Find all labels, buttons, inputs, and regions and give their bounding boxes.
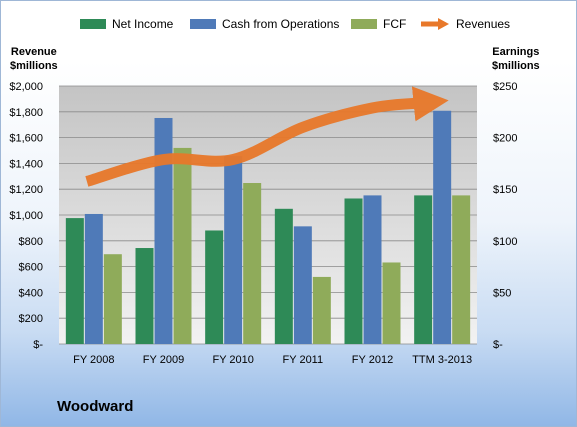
legend-swatch-cash-from-operations — [190, 19, 216, 29]
right-axis-ticks: $- $50 $100 $150 $200 $250 — [493, 81, 517, 351]
x-tick-label: TTM 3-2013 — [412, 354, 472, 366]
right-axis-title-line2: $millions — [492, 60, 540, 72]
bars — [65, 110, 471, 344]
left-axis-title: Revenue $millions — [10, 45, 58, 73]
x-tick-label: FY 2009 — [143, 354, 184, 366]
bar-fcf — [173, 147, 192, 344]
left-axis-ticks: $- $200 $400 $600 $800 $1,000 $1,200 $1,400 $1,6… — [9, 81, 43, 351]
left-tick-label: $600 — [19, 262, 43, 274]
bar-fcf — [312, 276, 331, 344]
right-axis-title: Earnings $millions — [492, 45, 540, 73]
legend-item-revenues: Revenues — [420, 14, 510, 34]
left-axis-title-line1: Revenue — [10, 46, 57, 58]
left-tick-label: $400 — [19, 287, 43, 299]
left-tick-label: $1,800 — [9, 107, 43, 119]
bar-fcf — [103, 254, 122, 344]
legend-label-fcf: FCF — [383, 17, 407, 31]
x-tick-label: FY 2011 — [283, 354, 324, 366]
legend-arrow-icon — [421, 18, 449, 30]
revenue-line — [85, 86, 449, 187]
left-tick-label: $200 — [19, 313, 43, 325]
right-tick-label: $- — [493, 339, 503, 351]
right-tick-label: $100 — [493, 236, 517, 248]
company-name: Woodward — [57, 398, 134, 415]
left-tick-label: $1,400 — [9, 158, 43, 170]
x-tick-label: FY 2008 — [73, 354, 114, 366]
legend-item-net-income: Net Income — [80, 14, 173, 34]
bar-net-income — [344, 198, 363, 344]
left-tick-label: $2,000 — [9, 81, 43, 93]
right-tick-label: $50 — [493, 287, 511, 299]
legend-swatch-net-income — [80, 19, 106, 29]
left-tick-label: $1,200 — [9, 184, 43, 196]
left-tick-label: $1,000 — [9, 210, 43, 222]
legend: Net Income Cash from Operations FCF Reve… — [0, 14, 577, 34]
legend-label-cash-from-operations: Cash from Operations — [222, 17, 340, 31]
bar-net-income — [414, 195, 433, 344]
bar-cash-from-operations — [224, 156, 243, 344]
right-tick-label: $250 — [493, 81, 517, 93]
bar-net-income — [274, 208, 293, 344]
x-tick-label: FY 2010 — [212, 354, 253, 366]
left-tick-label: $- — [33, 339, 43, 351]
bar-cash-from-operations — [433, 110, 452, 344]
left-tick-label: $1,600 — [9, 133, 43, 145]
legend-swatch-fcf — [351, 19, 377, 29]
right-axis-title-line1: Earnings — [492, 46, 540, 58]
left-tick-label: $800 — [19, 236, 43, 248]
bar-net-income — [205, 230, 224, 344]
bar-cash-from-operations — [363, 195, 382, 344]
bar-fcf — [243, 183, 262, 344]
legend-label-revenues: Revenues — [456, 17, 511, 31]
bar-cash-from-operations — [84, 213, 103, 344]
bar-cash-from-operations — [293, 226, 312, 344]
revenues-line — [85, 86, 449, 187]
x-tick-label: FY 2012 — [352, 354, 393, 366]
legend-item-cash-from-operations: Cash from Operations — [190, 14, 339, 34]
right-tick-label: $200 — [493, 133, 517, 145]
gridlines — [59, 85, 477, 345]
legend-label-net-income: Net Income — [112, 17, 174, 31]
bar-cash-from-operations — [154, 117, 173, 344]
right-tick-label: $150 — [493, 184, 517, 196]
bar-net-income — [135, 248, 154, 344]
left-axis-title-line2: $millions — [10, 60, 58, 72]
x-axis-ticks: FY 2008 FY 2009 FY 2010 FY 2011 FY 2012 TTM 3… — [73, 354, 472, 366]
legend-item-fcf: FCF — [351, 14, 406, 34]
bar-fcf — [382, 262, 401, 344]
bar-fcf — [452, 195, 471, 344]
bar-net-income — [65, 218, 84, 344]
